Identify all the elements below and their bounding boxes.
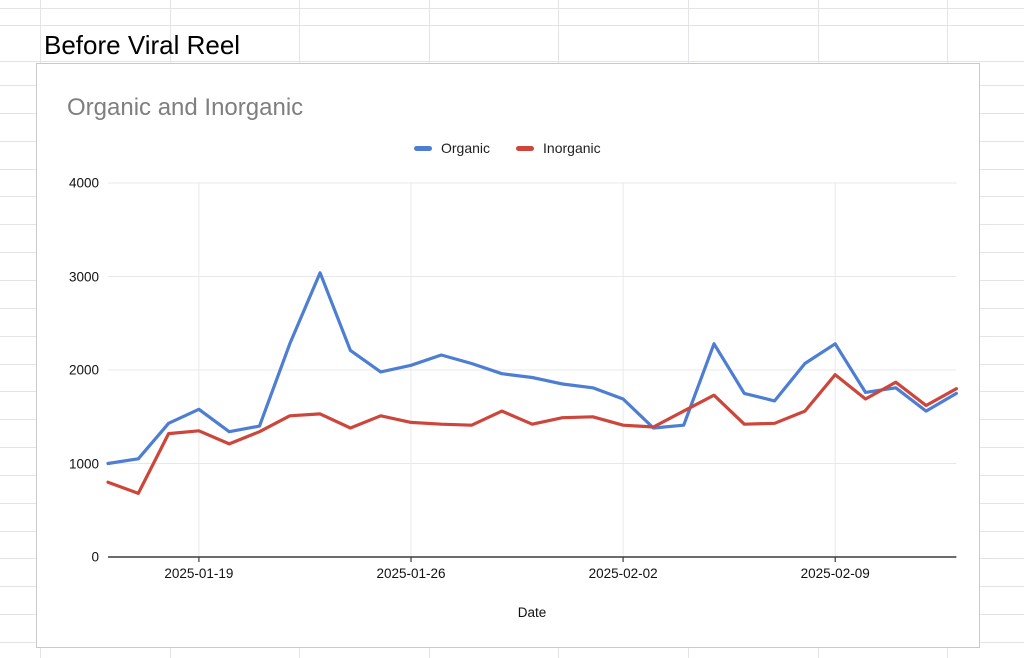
- grid-line: [0, 61, 1024, 62]
- legend-label: Inorganic: [543, 140, 601, 156]
- legend-swatch: [414, 145, 432, 151]
- y-axis-tick-label: 0: [91, 549, 99, 565]
- y-axis-tick-label: 4000: [68, 175, 99, 191]
- grid-line: [0, 25, 1024, 26]
- legend-label: Organic: [441, 140, 491, 156]
- x-axis-tick-label: 2025-01-19: [164, 566, 234, 581]
- grid-line: [0, 8, 1024, 9]
- legend-item-organic: Organic: [414, 140, 490, 156]
- x-axis-tick-label: 2025-01-26: [376, 566, 446, 581]
- chart-panel[interactable]: Organic and Inorganic Organic Inorganic 0…: [36, 63, 980, 648]
- y-axis-tick-label: 1000: [68, 456, 99, 471]
- x-axis-title: Date: [517, 605, 547, 620]
- x-axis-tick-label: 2025-02-02: [588, 566, 658, 581]
- y-axis-tick-label: 2000: [68, 362, 99, 378]
- series-line-inorganic: [106, 373, 959, 495]
- chart-title: Organic and Inorganic: [67, 94, 304, 121]
- chart-plot: [106, 182, 959, 562]
- y-axis-tick-label: 3000: [68, 269, 99, 284]
- chart-legend: Organic Inorganic: [414, 139, 601, 157]
- legend-item-inorganic: Inorganic: [516, 140, 601, 156]
- legend-swatch: [516, 145, 535, 151]
- cell-title[interactable]: Before Viral Reel: [44, 30, 241, 60]
- x-axis-tick-label: 2025-02-09: [800, 566, 870, 581]
- series-line-organic: [106, 271, 959, 466]
